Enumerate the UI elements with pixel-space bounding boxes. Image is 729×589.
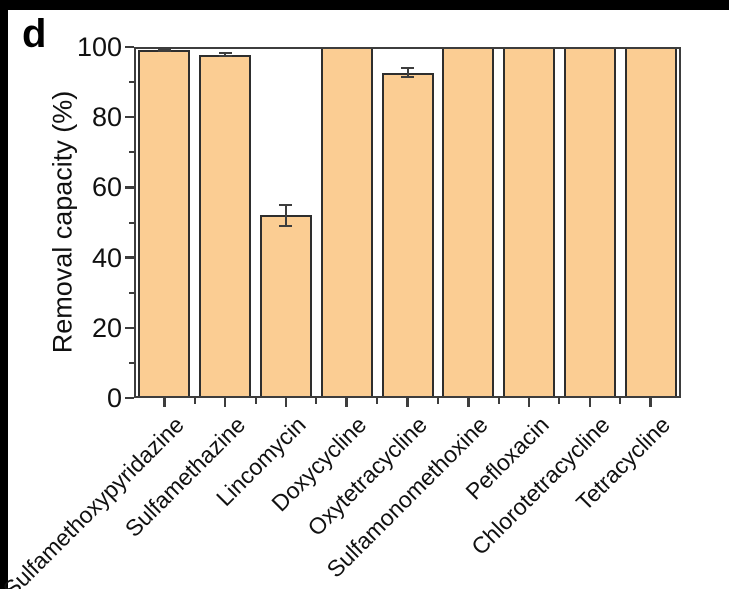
x-axis-minor-tick [315, 398, 318, 404]
error-bar-cap-top [218, 52, 232, 55]
y-axis-tick-label: 0 [106, 383, 122, 413]
bar-oxytetracycline [381, 72, 434, 398]
y-axis-tick-label: 20 [91, 312, 122, 343]
error-bar [163, 48, 166, 51]
x-axis-major-tick [467, 398, 470, 407]
bar-tetracycline [624, 47, 677, 398]
figure-outer-border-top [0, 0, 729, 10]
bar-sulfamethoxypyridazine [138, 49, 191, 398]
error-bar [284, 204, 287, 226]
figure-outer-border-left [0, 0, 8, 589]
y-axis-major-tick [125, 186, 134, 189]
error-bar-cap-top [401, 67, 414, 70]
x-axis-minor-tick [436, 398, 439, 404]
y-axis-major-tick [125, 45, 134, 49]
x-axis-minor-tick [497, 398, 500, 404]
bar-sulfamethazine [199, 54, 252, 398]
x-axis-minor-tick [254, 398, 257, 404]
x-axis-major-tick [588, 398, 592, 407]
x-axis-minor-tick [558, 398, 561, 404]
x-axis-minor-tick [619, 398, 622, 404]
y-axis-tick-label: 80 [91, 102, 122, 133]
bar-doxycycline [320, 47, 373, 398]
bar-pefloxacin [503, 47, 556, 398]
y-axis-minor-tick [129, 221, 134, 224]
x-axis-major-tick [223, 398, 227, 407]
error-bar-cap-top [279, 203, 293, 206]
y-axis-minor-tick [129, 291, 134, 294]
y-axis-tick-label: 60 [91, 172, 122, 203]
y-axis-tick-label: 100 [76, 32, 122, 62]
y-axis-major-tick [125, 256, 134, 259]
error-bar-cap-bottom [157, 49, 171, 52]
error-bar-cap-bottom [218, 55, 232, 58]
x-axis-major-tick [163, 398, 166, 407]
error-bar [224, 53, 227, 57]
y-axis-minor-tick [129, 151, 134, 154]
x-axis-major-tick [284, 398, 288, 407]
error-bar-cap-bottom [401, 76, 414, 79]
error-bar [406, 68, 409, 78]
y-axis-minor-tick [129, 81, 134, 84]
y-axis-major-tick [125, 326, 134, 330]
y-axis-major-tick [125, 115, 134, 119]
x-axis-minor-tick [376, 398, 379, 404]
bar-chlorotetracycline [563, 47, 616, 398]
error-bar-cap-bottom [279, 225, 293, 227]
x-axis-major-tick [406, 398, 409, 407]
x-axis-major-tick [649, 398, 652, 407]
x-axis-major-tick [527, 398, 531, 407]
bar-sulfamonomethoxine [442, 47, 495, 398]
y-axis-tick-label: 40 [91, 242, 122, 273]
x-axis-minor-tick [193, 398, 196, 404]
y-axis-major-tick [125, 396, 134, 400]
bar-lincomycin [259, 215, 312, 398]
panel-letter-label: d [22, 12, 47, 56]
y-axis-minor-tick [129, 361, 134, 364]
x-axis-major-tick [345, 398, 348, 407]
